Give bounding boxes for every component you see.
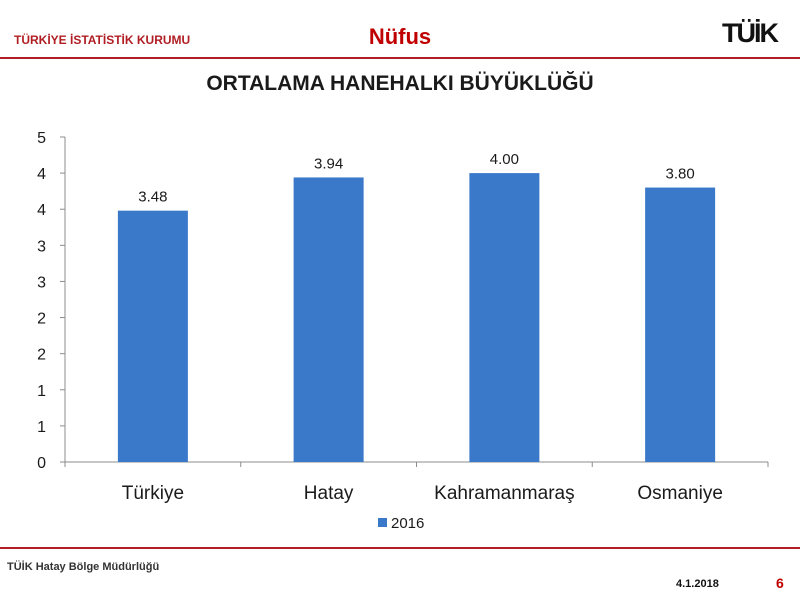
legend-label: 2016 [391,515,424,532]
x-axis-labels: Türkiye Hatay Kahramanmaraş Osmaniye [122,483,723,504]
organization-name: TÜRKİYE İSTATİSTİK KURUMU [14,33,191,47]
footer-date: 4.1.2018 [676,578,719,590]
bar [293,177,364,462]
y-tick-label: 2 [37,347,46,364]
data-label: 4.00 [490,151,519,168]
chart-bars [117,173,716,463]
data-label: 3.48 [138,189,167,206]
x-tick-label: Kahramanmaraş [434,483,574,504]
footer-office: TÜİK Hatay Bölge Müdürlüğü [7,561,160,573]
legend-swatch [378,518,387,527]
tuik-logo: TÜİK [722,18,779,48]
section-title: Nüfus [368,24,432,49]
chart-legend: 2016 [378,515,424,532]
y-axis-ticks: 0 1 1 2 2 3 3 4 4 5 [37,130,65,472]
bar [469,173,540,462]
y-tick-label: 3 [37,274,46,291]
data-labels: 3.48 3.94 4.00 3.80 [138,151,694,206]
data-label: 3.94 [314,155,343,172]
y-tick-label: 1 [37,419,46,436]
y-tick-label: 1 [37,383,46,400]
y-tick-label: 0 [37,455,46,472]
x-tick-label: Türkiye [122,483,184,504]
y-tick-label: 4 [37,202,46,219]
page-number: 6 [776,575,784,591]
y-tick-label: 3 [37,238,46,255]
bar [645,187,716,463]
chart-title: ORTALAMA HANEHALKI BÜYÜKLÜĞÜ [206,72,594,95]
data-label: 3.80 [666,166,695,183]
x-tick-label: Hatay [304,483,354,504]
y-tick-label: 5 [37,130,46,147]
x-tick-label: Osmaniye [637,483,723,504]
header-divider [0,57,800,59]
y-tick-label: 2 [37,311,46,328]
y-tick-label: 4 [37,166,46,183]
footer-divider [0,547,800,549]
bar [117,210,188,462]
